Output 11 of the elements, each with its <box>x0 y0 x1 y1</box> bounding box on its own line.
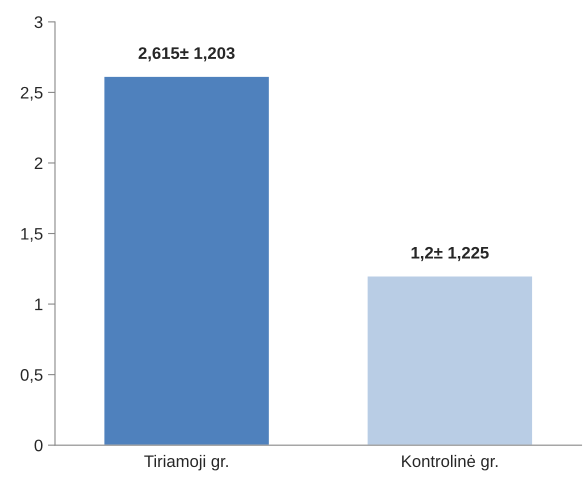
y-tick-label: 3 <box>34 16 42 28</box>
data-label: 1,2± 1,225 <box>412 246 489 262</box>
x-tick-label: Kontrolinė gr. <box>402 454 498 470</box>
y-tick-label: 1,5 <box>21 228 42 242</box>
y-tick-label: 0,5 <box>20 369 42 383</box>
y-tick-label: 1 <box>35 298 42 310</box>
y-tick-label: 2,5 <box>20 86 42 101</box>
x-tick-label: Tiriamoji gr. <box>144 454 228 470</box>
data-label: 2,615± 1,203 <box>138 47 235 62</box>
y-tick-label: 2 <box>34 157 42 170</box>
y-tick-label: 0 <box>34 440 43 452</box>
